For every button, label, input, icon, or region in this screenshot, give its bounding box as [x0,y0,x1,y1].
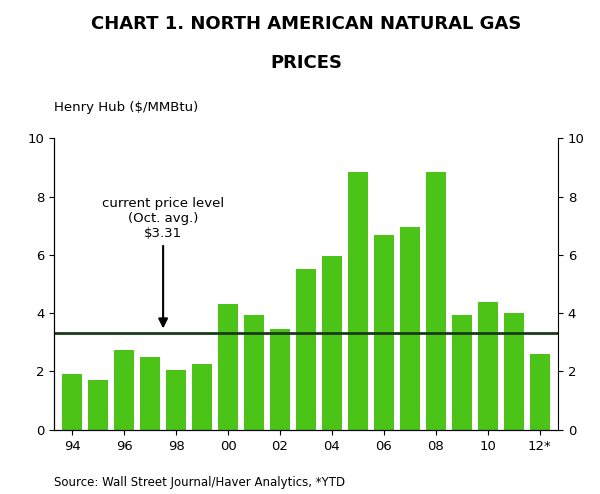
Bar [166,370,186,430]
Bar [296,270,316,430]
Bar [348,172,368,430]
Bar [374,235,394,430]
Bar [244,315,264,430]
Text: current price level
(Oct. avg.)
$3.31: current price level (Oct. avg.) $3.31 [102,197,224,326]
Bar [140,358,160,430]
Bar [115,350,134,430]
Bar [426,172,446,430]
Bar [452,315,472,430]
Bar [504,313,524,430]
Text: CHART 1. NORTH AMERICAN NATURAL GAS: CHART 1. NORTH AMERICAN NATURAL GAS [91,15,521,33]
Bar [478,301,497,430]
Bar [193,364,212,430]
Bar [88,380,108,430]
Bar [530,354,550,430]
Bar [218,304,238,430]
Bar [62,374,82,430]
Bar [400,227,419,430]
Text: Source: Wall Street Journal/Haver Analytics, *YTD: Source: Wall Street Journal/Haver Analyt… [54,476,345,489]
Text: Henry Hub ($/MMBtu): Henry Hub ($/MMBtu) [54,101,198,114]
Bar [322,256,342,430]
Bar [270,329,290,430]
Text: PRICES: PRICES [270,54,342,72]
